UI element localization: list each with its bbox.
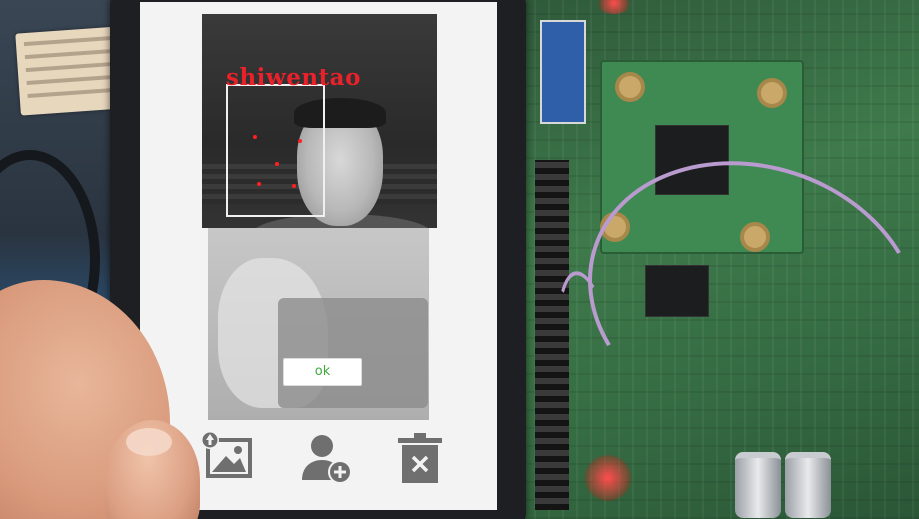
ribbon-cable-label bbox=[15, 26, 124, 115]
delete-button[interactable] bbox=[388, 426, 452, 490]
preview-board bbox=[278, 298, 428, 408]
face-detection-box bbox=[226, 84, 325, 217]
tablet-screen: shiwentao ok bbox=[140, 2, 497, 510]
mounting-hole bbox=[615, 72, 645, 102]
face-landmark-mouth-right bbox=[292, 184, 296, 188]
recognized-name-label: shiwentao bbox=[226, 64, 361, 91]
capture-preview bbox=[208, 228, 429, 420]
status-led bbox=[585, 455, 631, 501]
delete-icon bbox=[388, 426, 452, 490]
capacitor bbox=[785, 452, 831, 518]
thumb-nail bbox=[126, 428, 172, 456]
face-landmark-mouth-left bbox=[257, 182, 261, 186]
face-landmark-left-eye bbox=[253, 135, 257, 139]
image-upload-icon bbox=[196, 426, 260, 490]
add-user-icon bbox=[294, 426, 358, 490]
add-user-button[interactable] bbox=[294, 426, 358, 490]
ok-button[interactable]: ok bbox=[283, 358, 362, 386]
mounting-hole bbox=[757, 78, 787, 108]
face-landmark-nose bbox=[275, 162, 279, 166]
ribbon-connector bbox=[540, 20, 586, 124]
capacitor bbox=[735, 452, 781, 518]
image-upload-button[interactable] bbox=[196, 426, 260, 490]
face-landmark-right-eye bbox=[298, 139, 302, 143]
